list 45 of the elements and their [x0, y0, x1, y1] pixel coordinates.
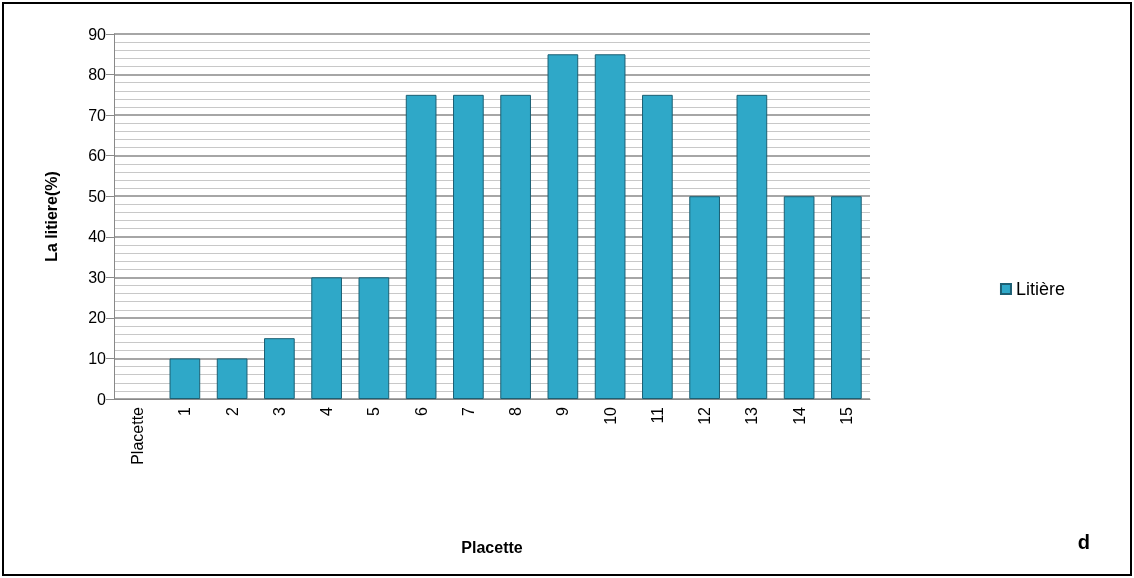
y-tick-label: 0	[97, 390, 107, 408]
y-axis-title: La litiere(%)	[42, 171, 60, 262]
x-tick-label: 8	[507, 406, 525, 416]
text: d	[1077, 531, 1090, 554]
y-tick-label: 60	[88, 147, 107, 165]
y-tick-label: 90	[88, 25, 107, 43]
x-tick-label: 11	[648, 406, 666, 424]
bar	[594, 54, 626, 399]
y-tick-label: 50	[88, 187, 107, 205]
x-tick-label: 9	[554, 406, 572, 416]
y-tick-label: 80	[88, 66, 107, 84]
bar	[642, 94, 673, 399]
x-tick-label: 12	[696, 406, 714, 425]
x-tick-label: 14	[790, 406, 808, 425]
x-axis-title: Placette	[461, 538, 523, 556]
legend-label: Litière	[1015, 279, 1066, 299]
bar	[689, 196, 720, 399]
bar	[358, 277, 390, 399]
y-tick-label: 10	[88, 349, 107, 367]
x-tick-label: Placette	[129, 406, 147, 465]
x-tick-label: 5	[365, 406, 383, 416]
bar	[831, 196, 862, 399]
x-tick-label: 13	[743, 406, 761, 425]
y-tick-label: 20	[88, 309, 107, 327]
x-tick-label: 10	[601, 406, 619, 425]
x-tick-label: 1	[176, 406, 194, 416]
x-tick-label: 15	[837, 406, 855, 425]
y-tick-label: 30	[88, 268, 107, 286]
bar	[405, 94, 437, 399]
bar	[311, 277, 342, 399]
bar	[500, 94, 531, 399]
y-tick-label: 40	[88, 228, 107, 246]
bar	[264, 338, 295, 399]
y-tick-label: 70	[88, 106, 107, 124]
x-tick-label: 4	[318, 406, 336, 416]
bar	[736, 94, 768, 399]
x-tick-label: 6	[412, 406, 430, 416]
bar	[453, 94, 484, 399]
bar	[547, 54, 579, 399]
x-tick-label: 3	[270, 406, 288, 416]
bar	[169, 358, 201, 399]
bar	[783, 196, 815, 399]
x-tick-label: 2	[223, 406, 241, 416]
bar	[216, 358, 248, 399]
x-tick-label: 7	[459, 406, 477, 416]
